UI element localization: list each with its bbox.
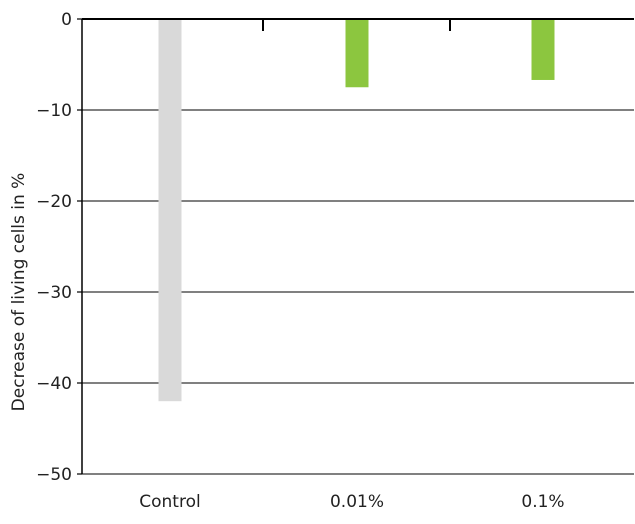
x-tick-labels: Control 0.01% 0.1% — [139, 492, 564, 512]
y-tick-label: −40 — [36, 374, 72, 394]
y-axis-title: Decrease of living cells in % — [9, 173, 29, 412]
y-tick-labels: 0 −10 −20 −30 −40 −50 — [36, 10, 72, 485]
x-tick-label: Control — [139, 492, 200, 512]
x-tick-label: 0.01% — [330, 492, 384, 512]
y-tick-label: −20 — [36, 192, 72, 212]
bar — [158, 19, 182, 402]
y-tick-label: 0 — [61, 10, 72, 30]
x-tick-label: 0.1% — [521, 492, 564, 512]
axes — [77, 18, 634, 475]
bar — [345, 19, 369, 88]
bar — [531, 19, 555, 80]
y-tick-label: −10 — [36, 101, 72, 121]
bars — [158, 19, 555, 402]
y-tick-label: −50 — [36, 465, 72, 485]
y-tick-label: −30 — [36, 283, 72, 303]
